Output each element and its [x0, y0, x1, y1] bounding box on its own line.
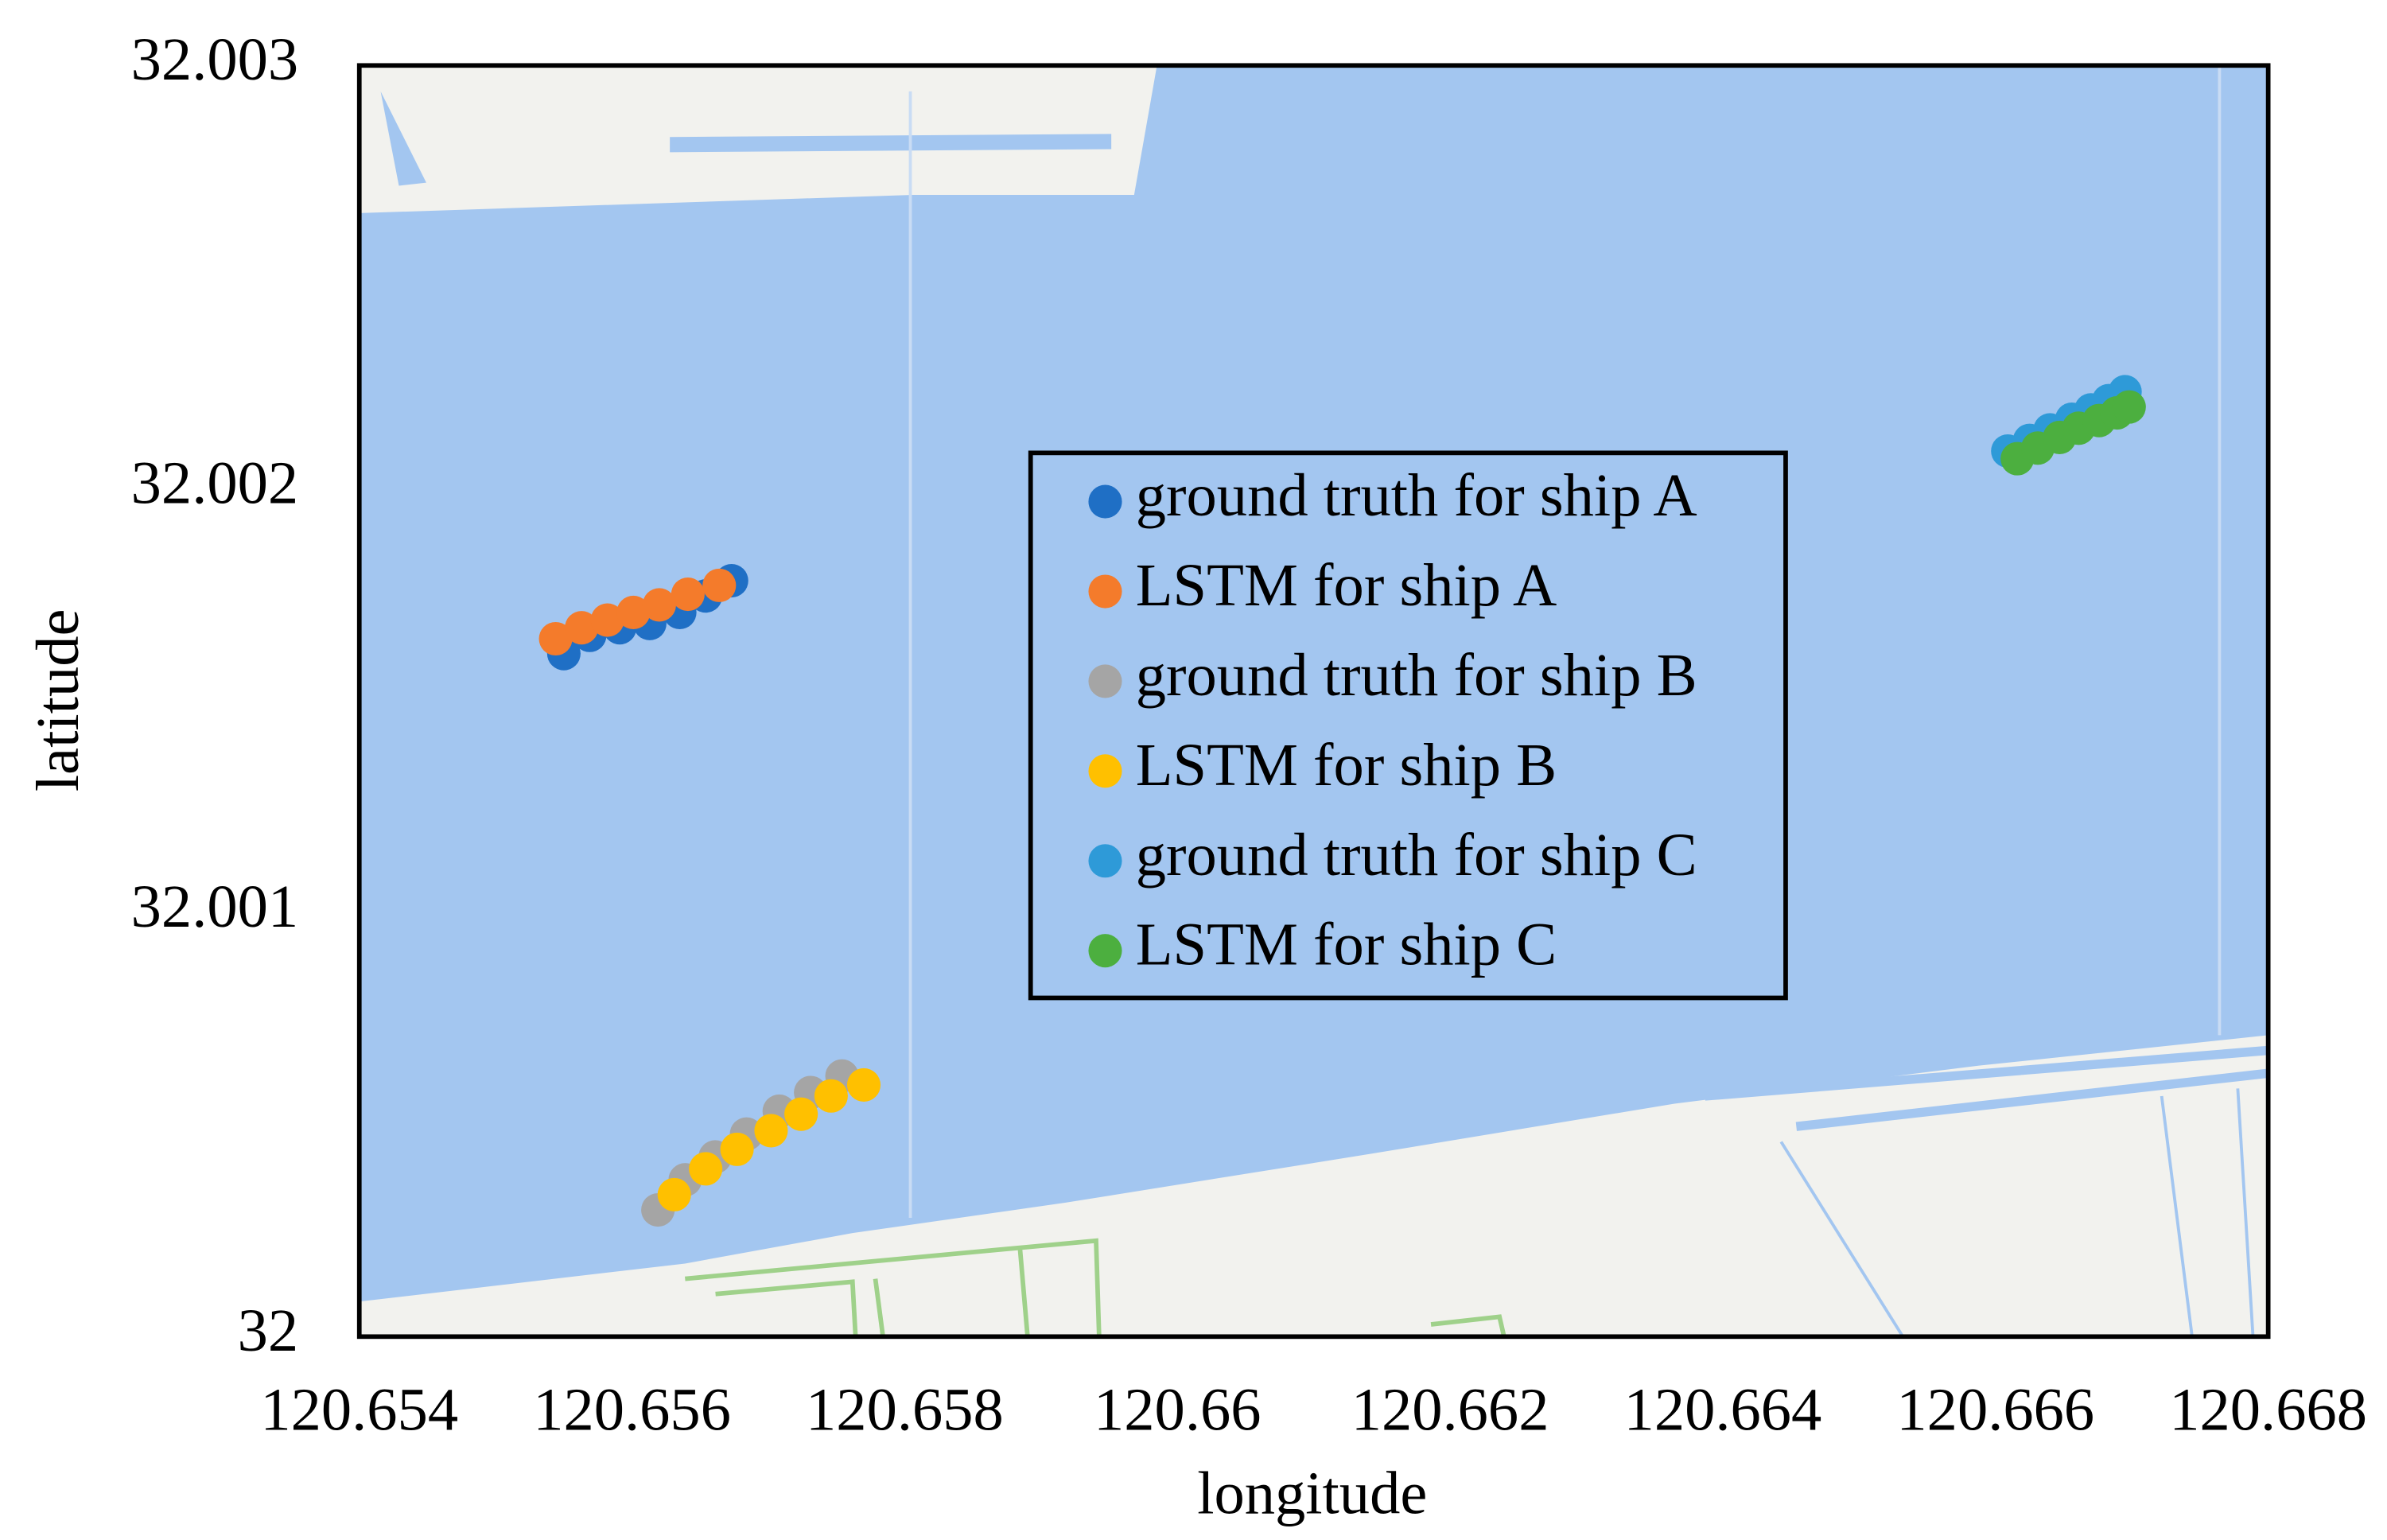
plot-frame	[356, 63, 2271, 1340]
point	[814, 1079, 848, 1113]
legend-marker	[1088, 664, 1122, 698]
legend-label: ground truth for ship B	[1136, 641, 1697, 709]
x-tick-label: 120.664	[1624, 1375, 1822, 1443]
points	[538, 375, 2146, 1227]
point	[784, 1097, 818, 1131]
legend-label: ground truth for ship C	[1136, 821, 1697, 889]
point	[671, 578, 705, 612]
point	[846, 1068, 881, 1102]
point	[2112, 390, 2146, 424]
x-tick-label: 120.668	[2169, 1375, 2367, 1443]
y-tick-label: 32.003	[131, 25, 299, 93]
point	[616, 595, 651, 630]
point	[590, 603, 624, 637]
x-axis-title: longitude	[1197, 1460, 1427, 1527]
legend-marker	[1088, 484, 1122, 519]
point	[565, 611, 599, 645]
x-tick-label: 120.654	[260, 1375, 458, 1443]
legend-box	[1028, 450, 1788, 1001]
legend-marker	[1088, 934, 1122, 968]
point	[754, 1114, 788, 1148]
x-tick-label: 120.66	[1094, 1375, 1262, 1443]
legend-label: LSTM for ship B	[1136, 731, 1557, 799]
map-background	[359, 65, 2268, 1337]
legend-marker	[1088, 754, 1122, 788]
point	[720, 1132, 754, 1166]
y-axis-title: latitude	[24, 609, 91, 792]
point	[702, 568, 737, 602]
x-tick-label: 120.666	[1896, 1375, 2094, 1443]
point	[689, 1152, 723, 1186]
legend-marker	[1088, 844, 1122, 878]
x-tick-label: 120.662	[1351, 1375, 1549, 1443]
point	[642, 588, 676, 622]
point	[538, 621, 573, 656]
point	[657, 1177, 691, 1211]
y-tick-label: 32.001	[131, 873, 299, 940]
x-tick-label: 120.656	[533, 1375, 731, 1443]
legend-label: ground truth for ship A	[1136, 461, 1697, 529]
y-tick-label: 32.002	[131, 449, 299, 517]
legend-label: LSTM for ship A	[1136, 551, 1557, 619]
legend-label: LSTM for ship C	[1136, 911, 1557, 978]
y-tick-label: 32	[238, 1297, 299, 1364]
legend-marker	[1088, 574, 1122, 609]
x-tick-label: 120.658	[806, 1375, 1004, 1443]
